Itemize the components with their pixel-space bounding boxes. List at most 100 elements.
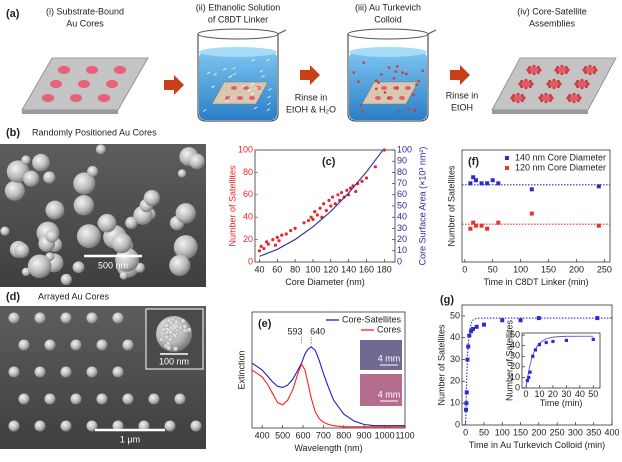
colloid-particle: [374, 79, 378, 83]
x-axis-label: Core Diameter (nm): [285, 277, 365, 287]
linker-molecule: [247, 89, 252, 92]
satellite: [158, 336, 164, 342]
particle: [173, 235, 198, 259]
x-tick-label: 50: [479, 428, 489, 438]
satellite: [538, 68, 542, 72]
step-title: (ii) Ethanolic Solution: [196, 2, 281, 12]
marker: [264, 240, 269, 244]
marker: [318, 206, 322, 210]
marker: [544, 340, 548, 345]
marker: [293, 226, 297, 230]
linker-molecule: [232, 66, 236, 70]
x-tick-label: 80: [290, 265, 300, 275]
particle: [60, 273, 72, 286]
y-tick-label: 80: [243, 167, 253, 177]
panel-label: (d): [6, 291, 20, 303]
marker: [490, 178, 495, 183]
x-tick-label: 30: [561, 389, 571, 399]
rinse-text: EtOH & H₂O: [286, 104, 336, 114]
x-tick-label: 900: [357, 431, 372, 441]
inset-particle: [156, 316, 192, 355]
marker: [284, 232, 288, 236]
particle: [125, 216, 138, 230]
x-tick-label: 10: [534, 389, 544, 399]
x-tick-label: 250: [597, 265, 612, 275]
colloid-particle: [407, 107, 410, 111]
core: [399, 96, 405, 100]
panel-label: (e): [258, 318, 272, 330]
line: [251, 346, 405, 427]
marker: [468, 181, 473, 186]
line: [465, 317, 612, 426]
satellite: [173, 319, 179, 325]
photo-label: 4 mm: [378, 353, 401, 363]
colloid-particle: [413, 109, 417, 112]
marker: [473, 223, 478, 228]
colloid-particle: [392, 77, 396, 80]
legend-swatch: [504, 156, 509, 160]
substrate-edge: [22, 110, 118, 114]
y-tick-label: 50: [510, 329, 520, 339]
core: [237, 96, 243, 100]
y2-tick-label: 50: [397, 200, 407, 210]
sem-particles: [8, 312, 202, 432]
linker-molecule: [202, 109, 207, 112]
x-tick-label: 140: [341, 265, 356, 275]
y-tick-label: 40: [450, 332, 460, 342]
panel-label: (a): [6, 8, 20, 20]
core: [42, 94, 54, 102]
satellite: [578, 96, 582, 100]
marker: [302, 221, 306, 225]
particle: [112, 366, 124, 378]
marker: [289, 229, 293, 233]
x-tick-label: 200: [531, 428, 546, 438]
step-title: Assemblies: [529, 18, 576, 28]
step-title: (i) Substrate-Bound: [46, 6, 124, 16]
y-tick-label: 40: [510, 340, 520, 350]
linker-molecule: [255, 87, 260, 90]
marker: [315, 213, 320, 217]
particle: [86, 420, 98, 432]
beaker-outline: [347, 29, 437, 122]
particle: [21, 267, 31, 277]
beaker: [197, 28, 287, 122]
legend-label: Cores: [377, 324, 402, 334]
particle: [112, 312, 124, 324]
colloid-particle: [394, 70, 398, 73]
particle: [43, 171, 56, 184]
y-tick-label: 50: [450, 310, 460, 320]
x-tick-label: 60: [272, 265, 282, 275]
colloid-particle: [362, 61, 366, 64]
satellite: [168, 325, 174, 330]
marker: [354, 189, 358, 194]
marker: [464, 390, 469, 395]
panel-label: (b): [6, 127, 20, 139]
particle: [73, 172, 96, 195]
y2-tick-label: 10: [397, 245, 407, 255]
core: [529, 66, 539, 74]
marker: [469, 329, 474, 334]
particle: [45, 200, 65, 220]
particle: [44, 393, 56, 405]
core: [58, 66, 70, 74]
particle: [164, 420, 176, 432]
particle: [8, 312, 20, 324]
x-tick-label: 0: [524, 389, 529, 399]
colloid-particle: [398, 110, 401, 113]
y-axis-label: Number of Satellites: [436, 324, 446, 406]
colloid-particle: [421, 69, 425, 73]
x-tick-label: 20: [548, 389, 558, 399]
marker: [280, 233, 284, 237]
marker: [595, 316, 600, 321]
particle: [189, 153, 205, 170]
particle: [148, 393, 160, 405]
x-tick-label: 50: [588, 389, 598, 399]
marker: [382, 148, 386, 152]
marker: [591, 337, 595, 341]
linker-molecule: [242, 85, 246, 88]
satellite: [586, 82, 590, 86]
y-axis-label: Number of Satellites: [446, 165, 456, 247]
marker: [528, 370, 532, 374]
linker-molecule: [251, 58, 256, 62]
